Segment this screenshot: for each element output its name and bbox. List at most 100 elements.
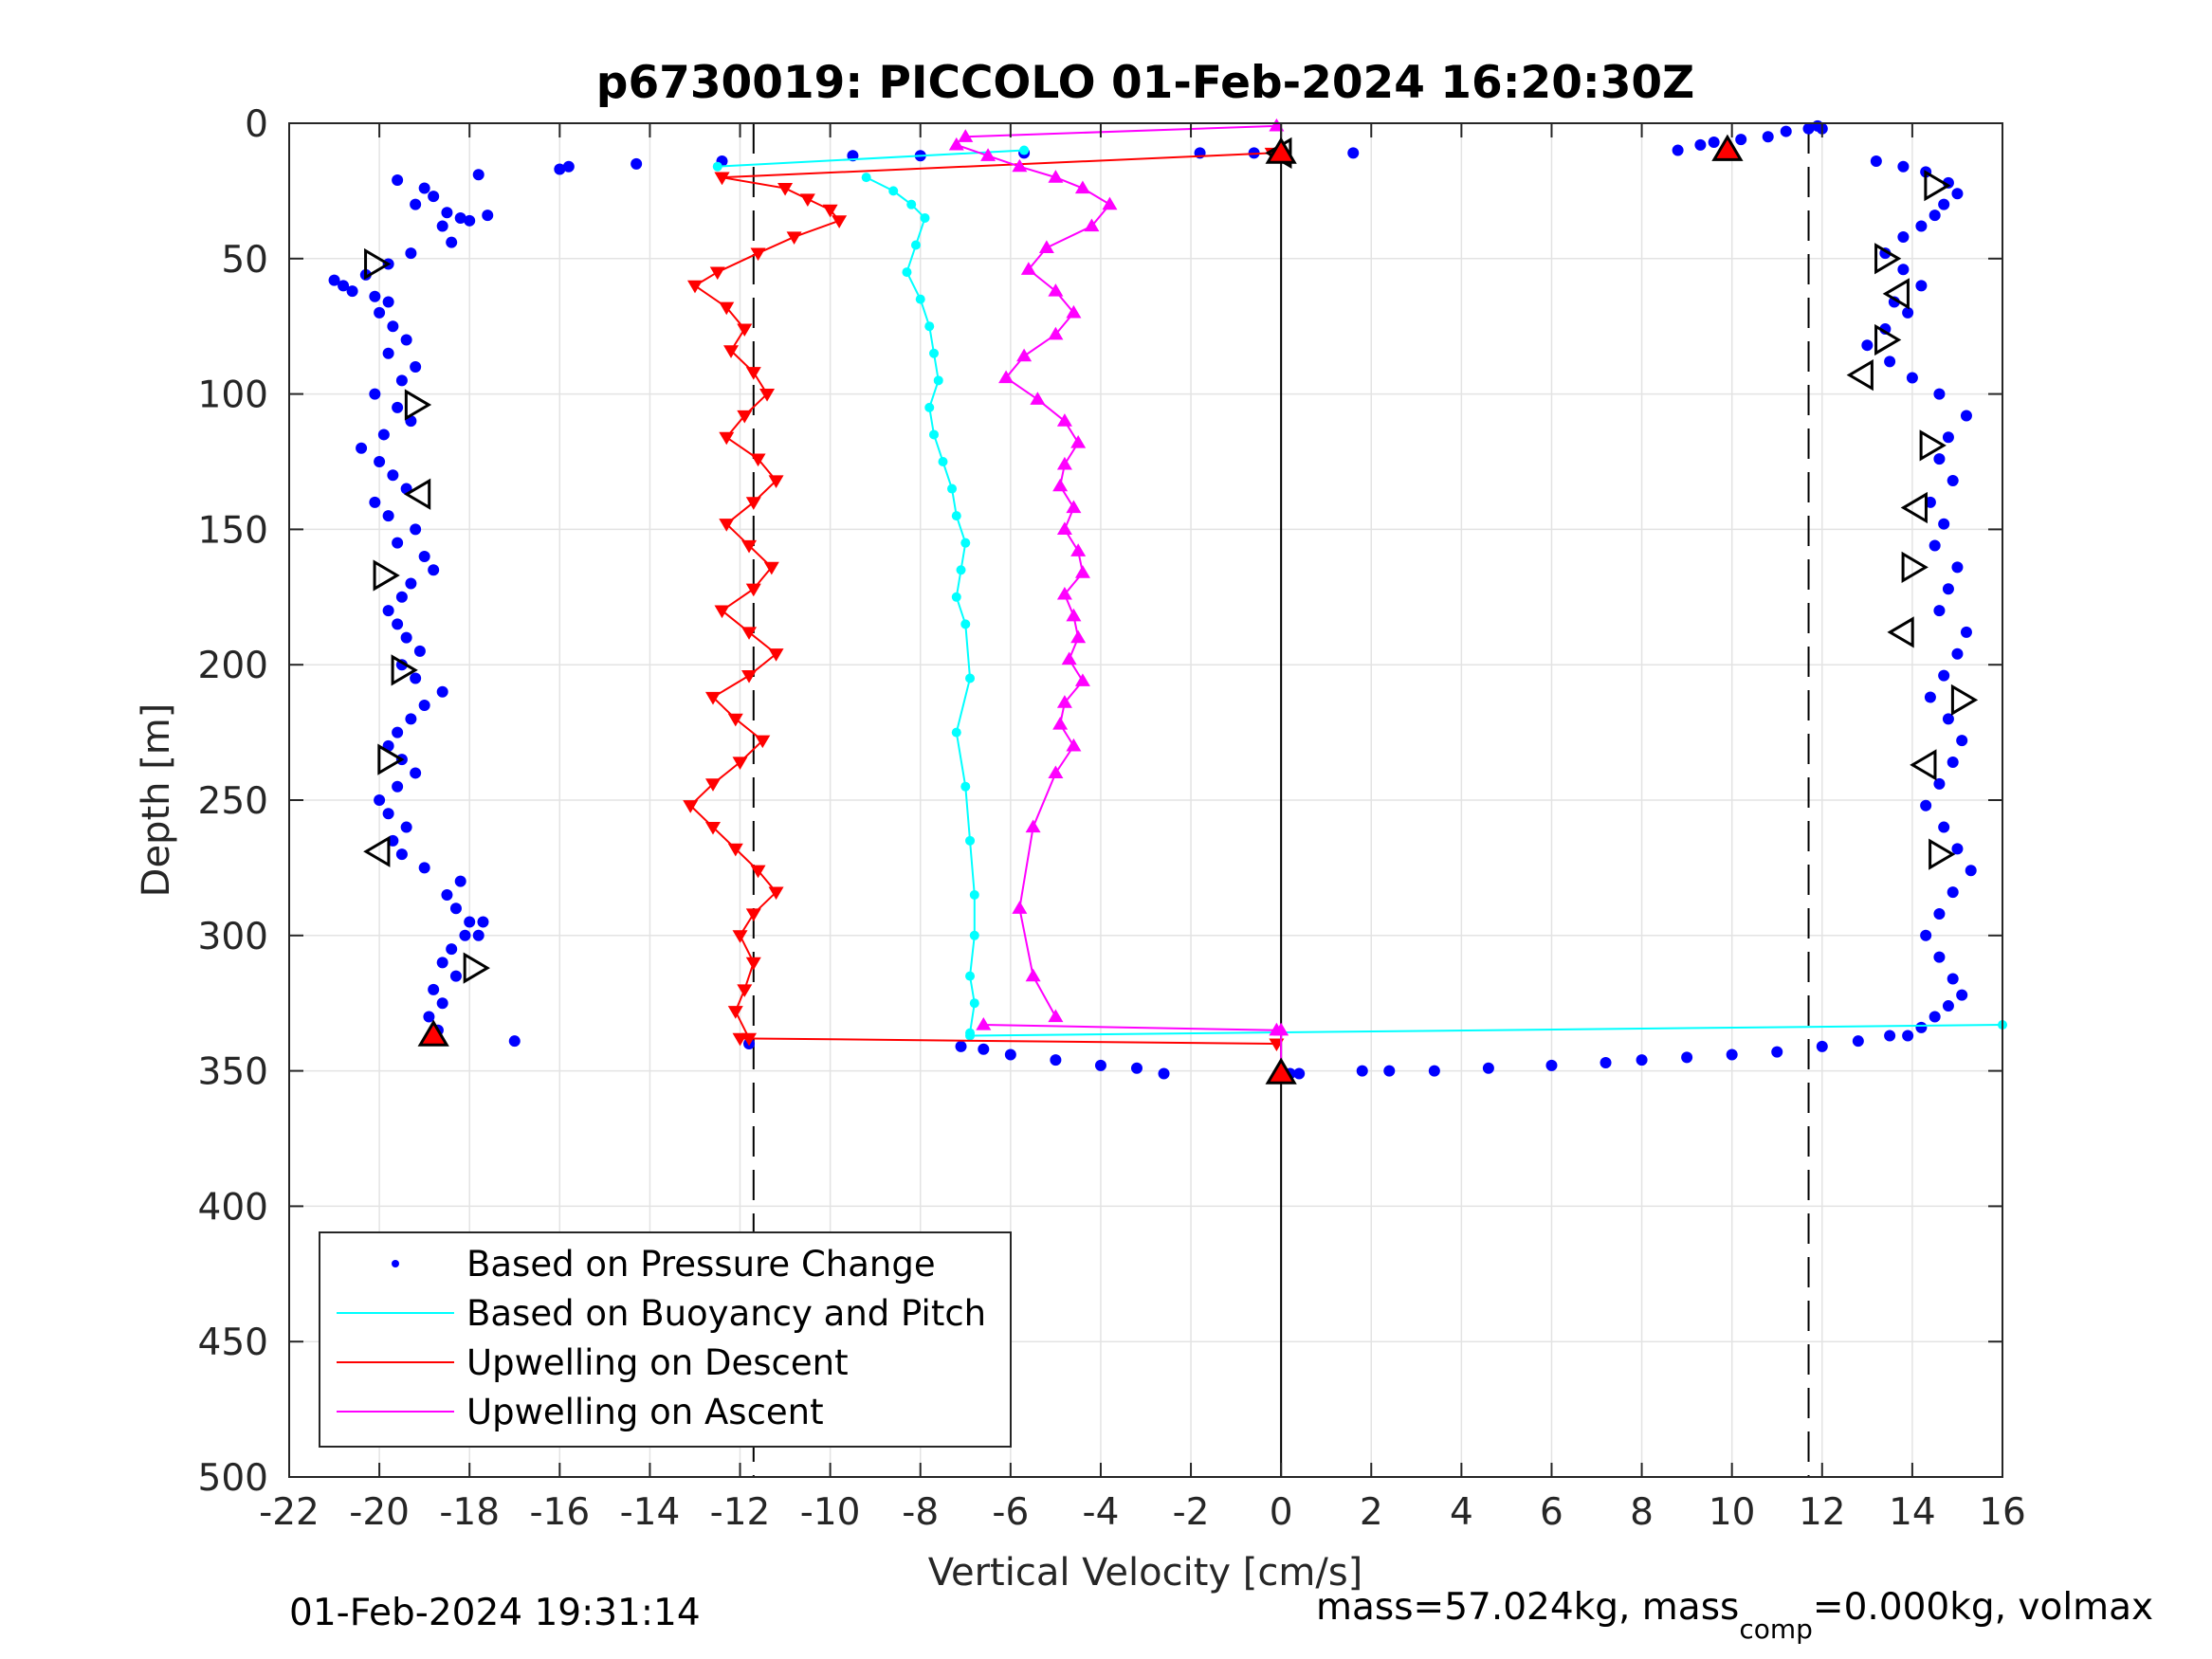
data-point — [1780, 125, 1792, 137]
data-point — [1102, 196, 1118, 210]
data-point — [1933, 951, 1946, 963]
y-tick-label: 350 — [198, 1051, 268, 1094]
data-point — [374, 794, 386, 806]
data-point — [709, 266, 725, 281]
turn-marker-filled — [417, 1019, 449, 1047]
data-point — [1933, 907, 1946, 920]
y-tick-label: 200 — [198, 645, 268, 687]
x-tick-label: -2 — [1173, 1491, 1210, 1534]
data-point — [413, 645, 426, 657]
data-point — [392, 173, 404, 186]
turn-marker-open — [373, 559, 400, 592]
data-point — [1672, 144, 1684, 156]
data-point — [969, 889, 979, 900]
data-point — [1933, 605, 1946, 617]
data-point — [382, 510, 394, 522]
data-point — [482, 210, 494, 222]
data-point — [1074, 565, 1090, 578]
data-point — [1428, 1065, 1440, 1077]
data-point — [1356, 1065, 1368, 1077]
data-point — [1038, 240, 1054, 253]
footer-mass-part-a: mass=57.024kg, mass — [1316, 1586, 1739, 1629]
data-point — [441, 207, 453, 219]
data-point — [1956, 989, 1968, 1001]
data-point — [405, 247, 417, 260]
data-point — [428, 191, 440, 203]
data-point — [1884, 1030, 1896, 1042]
data-point — [704, 778, 721, 792]
data-point — [418, 550, 430, 562]
data-point — [741, 539, 758, 554]
data-point — [395, 848, 408, 861]
data-point — [459, 929, 471, 941]
footer-mass: mass=57.024kg, masscomp=0.000kg, volmax — [1316, 1586, 2153, 1645]
legend-label-descent: Upwelling on Descent — [466, 1342, 849, 1383]
data-point — [1816, 1040, 1828, 1052]
reference-lines — [752, 123, 1810, 1477]
turn-markers — [363, 134, 1979, 1085]
data-point — [951, 592, 961, 602]
data-point — [1016, 348, 1033, 362]
data-point — [423, 1011, 435, 1023]
data-point — [1956, 735, 1968, 747]
turn-marker-open — [1887, 616, 1914, 648]
data-point — [745, 908, 761, 921]
turn-marker-open — [1846, 358, 1874, 392]
data-point — [969, 930, 979, 940]
data-point — [377, 428, 390, 441]
data-point — [1094, 1059, 1106, 1071]
data-point — [1056, 456, 1072, 470]
data-point — [951, 511, 961, 521]
data-point — [410, 767, 422, 779]
turn-marker-open — [1874, 323, 1902, 356]
data-point — [732, 1032, 748, 1047]
data-point — [562, 160, 575, 173]
y-tick-label: 250 — [198, 780, 268, 823]
series-line — [717, 149, 1025, 168]
data-point — [1933, 777, 1946, 790]
data-point — [1951, 647, 1964, 660]
data-point — [418, 182, 430, 194]
x-tick-label: -8 — [902, 1491, 939, 1534]
data-point — [1347, 147, 1360, 159]
series-line — [965, 124, 1277, 138]
data-point — [737, 984, 753, 997]
data-point — [1897, 160, 1910, 173]
data-point — [1960, 410, 1972, 422]
turn-marker-open — [1929, 838, 1956, 870]
data-point — [938, 457, 948, 466]
data-point — [1012, 158, 1028, 173]
footer-mass-part-b: =0.000kg, volmax — [1813, 1586, 2153, 1629]
data-point — [1293, 1067, 1306, 1080]
data-point — [1929, 1011, 1941, 1023]
turn-marker-open — [1900, 491, 1928, 524]
data-point — [777, 182, 794, 196]
legend-label-ascent: Upwelling on Ascent — [466, 1392, 824, 1432]
data-point — [436, 957, 448, 969]
data-point — [1048, 170, 1064, 183]
data-point — [1066, 304, 1082, 319]
data-point — [1061, 651, 1077, 665]
data-point — [1771, 1046, 1783, 1058]
data-point — [1947, 973, 1959, 985]
data-point — [1938, 821, 1950, 833]
data-point — [755, 735, 771, 749]
data-point — [392, 537, 404, 549]
data-point — [745, 367, 761, 380]
data-point — [1066, 608, 1082, 622]
data-point — [392, 401, 404, 413]
turn-marker-open — [1901, 551, 1929, 584]
chart-title: p6730019: PICCOLO 01-Feb-2024 16:20:30Z — [596, 57, 1694, 109]
series-line — [970, 1024, 2003, 1037]
data-point — [704, 821, 721, 835]
data-point — [1025, 968, 1041, 982]
data-point — [920, 212, 930, 223]
data-point — [1694, 138, 1707, 151]
data-point — [712, 161, 722, 172]
data-point — [1004, 1048, 1016, 1061]
data-point — [763, 561, 779, 575]
turn-marker-open — [1874, 243, 1902, 275]
data-point — [714, 605, 730, 619]
data-point — [1920, 799, 1932, 811]
series-line — [866, 176, 976, 1033]
